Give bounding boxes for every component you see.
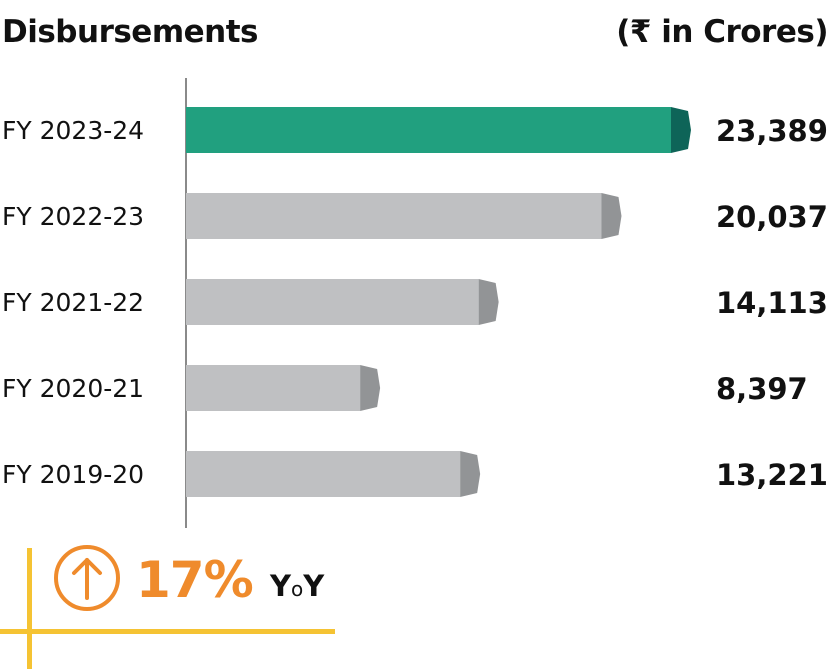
yoy-frame-vertical <box>27 548 32 669</box>
value-label: 20,037 <box>716 200 828 234</box>
bar-end-cap <box>671 107 691 153</box>
value-label: 13,221 <box>716 458 828 492</box>
category-label: FY 2019-20 <box>2 460 144 489</box>
category-label: FY 2020-21 <box>2 374 144 403</box>
yoy-percent: 17% <box>136 551 254 609</box>
yoy-label: YoY <box>270 569 325 603</box>
bar-fy-2020-21 <box>186 365 361 411</box>
category-label: FY 2021-22 <box>2 288 144 317</box>
value-label: 14,113 <box>716 286 828 320</box>
arrow-up-circle-icon <box>54 545 120 611</box>
category-label: FY 2022-23 <box>2 202 144 231</box>
unit-label: (₹ in Crores) <box>616 14 828 50</box>
bar-end-cap <box>478 279 499 325</box>
bar-fy-2022-23 <box>186 193 602 239</box>
chart-title: Disbursements <box>2 14 259 50</box>
value-label: 23,389 <box>716 114 828 148</box>
bar-fy-2019-20 <box>186 451 461 497</box>
bar-fy-2021-22 <box>186 279 479 325</box>
bar-fy-2023-24 <box>186 107 671 153</box>
bar-end-cap <box>460 451 481 497</box>
value-label: 8,397 <box>716 372 808 406</box>
bar-end-cap <box>360 365 381 411</box>
yoy-frame-horizontal <box>0 629 335 634</box>
category-label: FY 2023-24 <box>2 116 144 145</box>
bar-chart: FY 2023-24 23,389 FY 2022-23 20,037 FY 2021-… <box>2 78 828 528</box>
bar-end-cap <box>601 193 622 239</box>
